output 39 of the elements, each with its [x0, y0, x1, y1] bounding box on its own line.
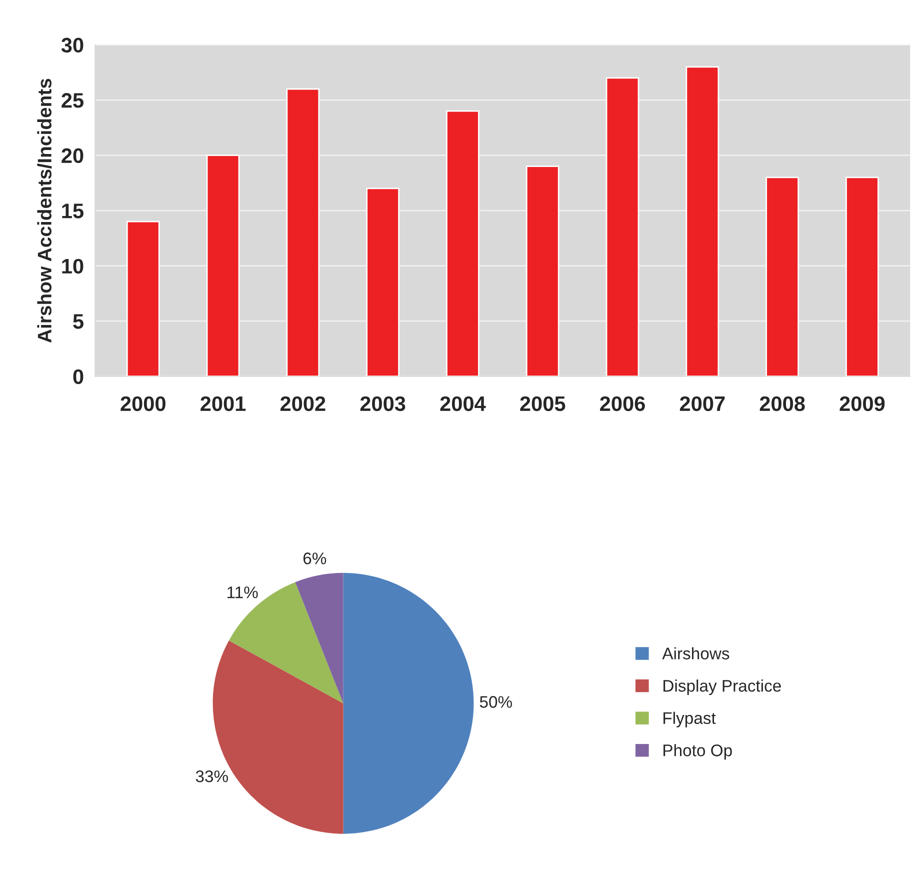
x-tick-label: 2009 [840, 396, 885, 412]
bar [126, 220, 160, 376]
x-tick-label: 2007 [680, 396, 725, 412]
bar [846, 176, 879, 376]
bar [446, 110, 480, 376]
legend-label: Flypast [664, 712, 716, 728]
bar [206, 154, 240, 376]
legend-label: Photo Op [664, 744, 732, 760]
x-tick-label: 2008 [760, 396, 805, 412]
y-tick-label: 30 [61, 38, 84, 53]
y-tick-label: 5 [73, 314, 84, 329]
pie-slice [343, 572, 474, 834]
legend-label: Airshows [662, 647, 730, 660]
pie-slice [295, 572, 344, 704]
y-tick-label: 25 [62, 93, 84, 108]
x-tick-label: 2003 [360, 396, 406, 412]
x-tick-label: 2004 [440, 396, 486, 412]
data-label: 6% [303, 552, 326, 564]
data-label: 11% [228, 586, 258, 598]
bar [606, 77, 640, 376]
y-tick-label: 20 [62, 148, 84, 164]
x-tick-label: 2005 [520, 396, 566, 412]
legend-label: Display Practice [664, 679, 781, 696]
y-tick-label: 10 [62, 258, 84, 274]
x-tick-label: 2006 [600, 396, 645, 412]
y-axis-title: Airshow Accidents/Incidents [37, 78, 52, 343]
x-tick-label: 2002 [280, 396, 326, 412]
bar [766, 176, 799, 376]
x-tick-label: 2001 [200, 396, 246, 412]
bar [286, 88, 320, 376]
data-label: 50% [480, 696, 512, 708]
pie-slice [228, 582, 344, 704]
bar [526, 166, 560, 376]
y-tick-label: 0 [73, 369, 84, 384]
bar [366, 188, 400, 376]
bar [686, 66, 720, 376]
x-tick-label: 2000 [120, 396, 166, 412]
data-label: 33% [196, 770, 228, 782]
y-tick-label: 15 [62, 204, 84, 218]
